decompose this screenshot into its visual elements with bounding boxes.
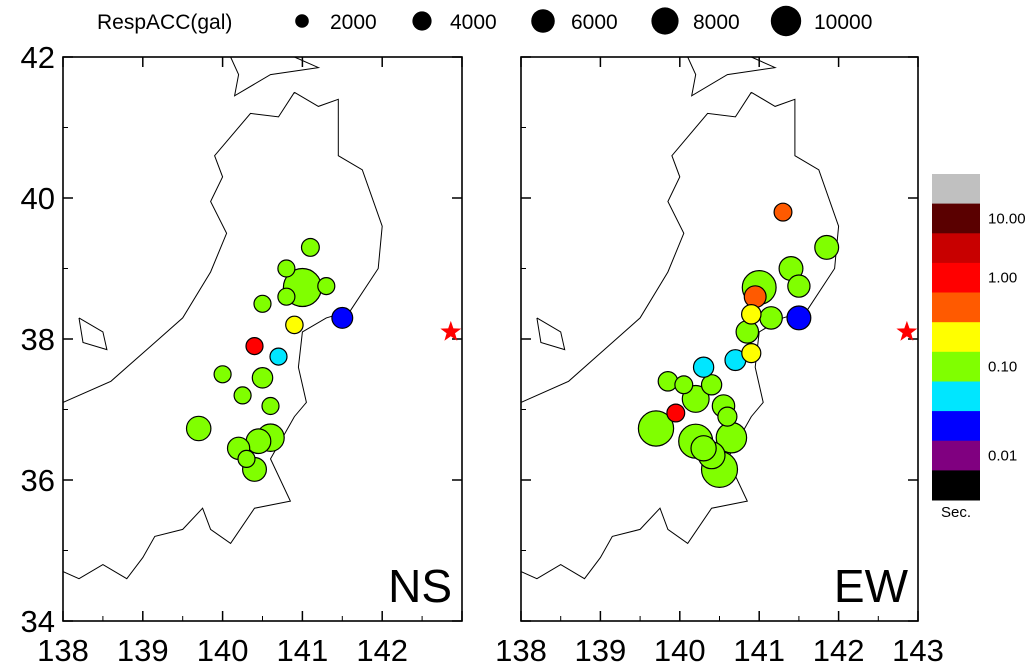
station-marker [735, 320, 760, 344]
colorbar-tick-label: 0.01 [988, 447, 1017, 464]
legend-size-marker [412, 11, 432, 31]
colorbar-segment [932, 292, 980, 323]
station-marker [300, 237, 320, 257]
station-marker [692, 356, 715, 378]
x-tick-label: 139 [117, 633, 169, 668]
colorbar-segment [932, 470, 980, 501]
size-legend: RespACC(gal) 2000 4000 6000 8000 10000 [97, 5, 872, 37]
legend-size-label: 2000 [330, 11, 377, 34]
station-marker [213, 365, 232, 384]
x-tick-label: 140 [197, 633, 249, 668]
period-colorbar: 10.00 1.00 0.10 0.01 Sec. [932, 174, 1026, 521]
legend-items: 2000 4000 6000 8000 10000 [295, 5, 872, 37]
station-marker [285, 315, 304, 335]
station-marker [277, 287, 296, 306]
station-marker [269, 347, 288, 366]
legend-size-label: 8000 [693, 11, 740, 34]
station-marker [666, 403, 686, 423]
station-marker [331, 306, 354, 329]
colorbar-segment [932, 203, 980, 234]
coastline-sado [536, 317, 566, 351]
colorbar-segment [932, 351, 980, 382]
coastline [62, 91, 383, 580]
station-marker [245, 337, 264, 356]
legend-size-marker [770, 5, 802, 37]
colorbar-segment [932, 411, 980, 442]
x-tick-label: 141 [733, 633, 785, 668]
colorbar-segment [932, 440, 980, 471]
coastline [520, 91, 840, 580]
station-marker [759, 306, 783, 330]
legend-title: RespACC(gal) [97, 11, 232, 34]
station-marker [786, 305, 812, 331]
station-marker [657, 370, 679, 392]
x-tick-label: 139 [575, 633, 627, 668]
y-tick-label: 36 [21, 463, 55, 498]
station-marker [773, 202, 793, 222]
x-tick-label: 140 [654, 633, 706, 668]
station-marker [717, 406, 738, 427]
panel-ns: 138 139 140 141 142 34 36 38 40 42 NS [21, 40, 463, 668]
x-tick-label: 143 [892, 633, 944, 668]
station-marker [277, 259, 296, 278]
station-marker [237, 449, 256, 468]
colorbar-segment [932, 322, 980, 353]
legend-size-label: 10000 [814, 11, 872, 34]
station-marker [690, 435, 717, 462]
x-tick-label: 142 [356, 633, 408, 668]
colorbar-unit: Sec. [941, 504, 971, 521]
panel-label: EW [834, 560, 909, 612]
station-marker [787, 274, 811, 298]
station-marker [185, 415, 212, 442]
y-tick-label: 38 [21, 322, 55, 357]
x-tick-label: 138 [37, 633, 89, 668]
station-marker [814, 234, 840, 260]
plot-frame [62, 56, 463, 622]
colorbar-tick-label: 1.00 [988, 270, 1017, 287]
y-tick-label: 42 [21, 40, 55, 75]
y-tick-label: 40 [21, 181, 55, 216]
station-marker [261, 396, 280, 416]
panel-label: NS [388, 560, 452, 612]
x-tick-label: 142 [813, 633, 865, 668]
station-marker [740, 303, 762, 325]
station-marker [700, 374, 723, 396]
station-marker [233, 386, 252, 405]
panel-ew: 138 139 140 141 142 143 EW [495, 56, 944, 668]
station-marker [741, 343, 762, 364]
station-marker [743, 285, 767, 309]
x-tick-label: 138 [495, 633, 547, 668]
coastline-hokkaido [230, 56, 321, 97]
y-tick-label: 34 [21, 604, 55, 639]
legend-size-label: 6000 [571, 11, 618, 34]
epicenter-star [440, 320, 462, 341]
station-marker [637, 410, 675, 447]
colorbar-segment [932, 381, 980, 412]
legend-size-marker [651, 7, 679, 35]
legend-size-marker [295, 14, 309, 28]
legend-size-marker [531, 9, 555, 33]
station-marker [674, 375, 694, 395]
station-marker [251, 366, 274, 389]
epicenter-star [896, 320, 918, 341]
x-tick-label: 141 [277, 633, 329, 668]
station-marker [253, 294, 272, 313]
legend-size-label: 4000 [450, 11, 497, 34]
colorbar-tick-label: 10.00 [988, 210, 1026, 227]
colorbar-segment [932, 262, 980, 293]
colorbar-segment [932, 233, 980, 264]
coastline-sado [78, 317, 108, 351]
colorbar-segment [932, 174, 980, 205]
coastline-hokkaido [687, 56, 777, 97]
station-marker [317, 277, 336, 296]
colorbar-tick-label: 0.10 [988, 359, 1017, 376]
plot-frame [520, 56, 919, 622]
